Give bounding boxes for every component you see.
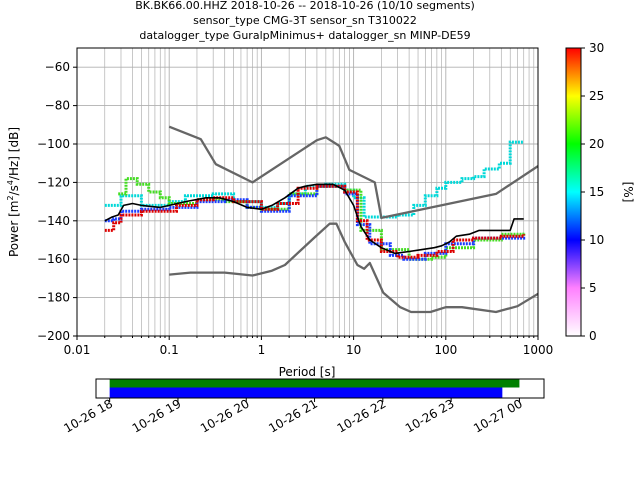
timeline-tick-label: 10-26 21 — [266, 396, 320, 435]
timeline-bar-green — [109, 379, 520, 388]
timeline-tick-label: 10-26 23 — [403, 396, 457, 435]
y-tick-label: −140 — [37, 214, 70, 228]
y-tick-label: −200 — [37, 329, 70, 343]
x-axis: 0.01 0.1 1 10 100 1000 — [64, 336, 554, 357]
y-tick-label: −120 — [37, 175, 70, 189]
timeline-bar-blue — [109, 387, 503, 398]
noise-model-high-line — [168, 125, 538, 220]
y-tick-label: −100 — [37, 137, 70, 151]
y-tick-label: −80 — [45, 99, 70, 113]
data-series — [104, 125, 538, 314]
timeline-tick-label: 10-26 20 — [198, 396, 252, 435]
grid — [76, 48, 538, 337]
colorbar — [565, 47, 582, 337]
colorbar-tick-label: 10 — [589, 233, 604, 247]
colorbar-tick-label: 5 — [589, 281, 597, 295]
title-line-3: datalogger_type GuralpMinimus+ datalogge… — [139, 29, 470, 42]
x-tick-label: 1000 — [523, 343, 554, 357]
timeline-tick-label: 10-26 18 — [61, 396, 115, 435]
y-axis: −200 −180 −160 −140 −120 −100 −80 −60 — [37, 60, 77, 343]
colorbar-tick-label: 30 — [589, 41, 604, 55]
colorbar-tick-label: 20 — [589, 137, 604, 151]
x-tick-label: 1 — [258, 343, 266, 357]
y-tick-label: −180 — [37, 291, 70, 305]
psd-track-green-line — [118, 177, 526, 261]
x-axis-label: Period [s] — [279, 365, 336, 379]
colorbar-tick-label: 0 — [589, 329, 597, 343]
title-line-2: sensor_type CMG-3T sensor_sn T310022 — [193, 14, 417, 27]
x-tick-label: 100 — [434, 343, 457, 357]
timeline: 10-26 18 10-26 19 10-26 20 10-26 21 10-26 22… — [61, 379, 525, 436]
x-tick-label: 10 — [346, 343, 361, 357]
psd-track-red-line — [104, 184, 526, 259]
y-axis-label: Power [m2/s4/Hz] [dB] — [6, 127, 21, 257]
colorbar-label: [%] — [621, 182, 635, 203]
x-tick-label: 0.01 — [64, 343, 91, 357]
plot-frame — [76, 47, 539, 337]
y-tick-label: −160 — [37, 252, 70, 266]
x-tick-label: 0.1 — [160, 343, 179, 357]
y-tick-label: −60 — [45, 60, 70, 74]
colorbar-tick-label: 15 — [589, 185, 604, 199]
psd-track-blue-line — [104, 184, 526, 261]
timeline-tick-label: 10-26 19 — [130, 396, 184, 435]
title-line-1: BK.BK66.00.HHZ 2018-10-26 -- 2018-10-26 … — [135, 0, 475, 12]
colorbar-tick-label: 25 — [589, 89, 604, 103]
timeline-tick-label: 10-27 00 — [471, 396, 525, 435]
colorbar-axis: 0 5 10 15 20 25 30 — [581, 41, 604, 343]
timeline-tick-label: 10-26 22 — [335, 396, 389, 435]
mode-line — [104, 183, 524, 255]
noise-model-low-line — [169, 222, 538, 314]
